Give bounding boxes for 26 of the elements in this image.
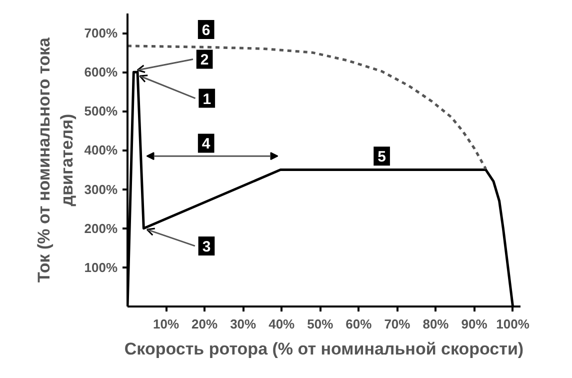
x-tick-label: 20% bbox=[192, 316, 218, 332]
y-axis-title: Ток (% от номинального тока двигателя) bbox=[34, 36, 76, 282]
y-tick-label: 500% bbox=[84, 104, 118, 119]
y-tick-label: 400% bbox=[84, 142, 118, 158]
annotation: 1 bbox=[202, 90, 212, 108]
annotation: 3 bbox=[202, 238, 211, 256]
x-tick-label: 60% bbox=[346, 316, 372, 332]
annotation: 6 bbox=[202, 22, 210, 40]
y-tick-label: 600% bbox=[84, 64, 118, 80]
y-tick-label: 300% bbox=[84, 182, 118, 197]
x-tick-label: 80% bbox=[422, 316, 450, 332]
y-tick-label: 700% bbox=[84, 26, 118, 41]
x-tick-label: 10% bbox=[153, 316, 180, 332]
x-tick-label: 50% bbox=[307, 316, 334, 332]
x-tick-label: 100% bbox=[496, 316, 530, 332]
annotation: 5 bbox=[378, 148, 386, 166]
annotation: 2 bbox=[200, 52, 209, 69]
x-axis-title: Скорость ротора (% от номинальной скорости) bbox=[124, 340, 524, 358]
x-tick-label: 90% bbox=[461, 316, 488, 332]
x-tick-label: 30% bbox=[230, 316, 257, 332]
line-series bbox=[128, 44, 488, 170]
y-tick-label: 100% bbox=[84, 260, 118, 275]
x-tick-label: 40% bbox=[268, 316, 296, 332]
annotation: 4 bbox=[202, 136, 211, 153]
x-tick-label: 70% bbox=[384, 316, 411, 332]
y-tick-label: 200% bbox=[84, 220, 118, 236]
